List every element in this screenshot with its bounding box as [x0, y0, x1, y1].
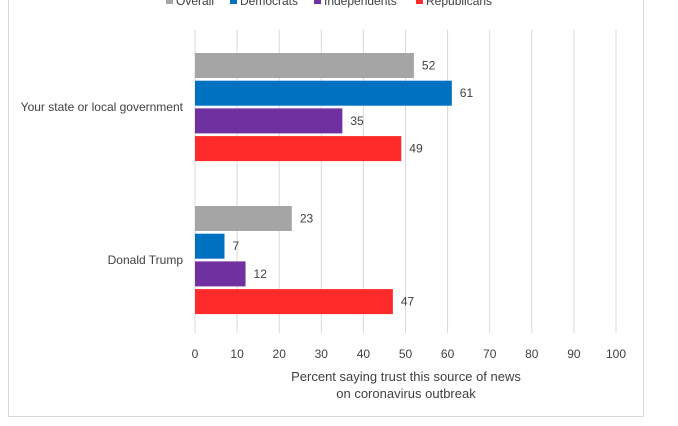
bar-democrats-0 — [195, 80, 452, 106]
bar-overall-1 — [195, 206, 292, 231]
x-tick-label: 0 — [192, 347, 199, 361]
x-axis-title-line2: on coronavirus outbreak — [336, 386, 476, 401]
legend-label: Independents — [324, 0, 397, 8]
data-label: 52 — [422, 59, 436, 73]
bar-democrats-1 — [195, 233, 225, 259]
bar-overall-0 — [195, 53, 414, 78]
category-labels: Your state or local government Donald Tru… — [21, 100, 184, 267]
bar-independents-1 — [195, 261, 246, 287]
bar-independents-0 — [195, 108, 343, 134]
x-tick-label: 20 — [273, 347, 287, 361]
category-label: Donald Trump — [108, 253, 184, 267]
data-label: 35 — [350, 114, 364, 128]
x-tick-label: 10 — [230, 347, 244, 361]
x-tick-labels: 0 10 20 30 40 50 60 70 80 90 100 — [192, 347, 627, 361]
legend-swatch-overall — [166, 0, 173, 4]
x-tick-label: 50 — [399, 347, 413, 361]
legend: Overall Democrats Independents Republicans — [166, 0, 492, 8]
bar-republicans-0 — [195, 136, 402, 162]
data-label: 23 — [300, 212, 314, 226]
data-label: 47 — [401, 295, 415, 309]
x-tick-label: 90 — [567, 347, 581, 361]
x-tick-label: 30 — [315, 347, 329, 361]
data-label: 7 — [232, 239, 239, 253]
category-label: Your state or local government — [21, 100, 184, 114]
legend-swatch-independents — [314, 0, 321, 4]
x-tick-label: 70 — [483, 347, 497, 361]
data-labels: 52 61 35 49 23 7 12 47 — [232, 59, 473, 309]
gridlines — [194, 30, 617, 333]
legend-swatch-democrats — [230, 0, 237, 4]
x-tick-label: 100 — [606, 347, 626, 361]
data-label: 49 — [409, 142, 423, 156]
x-tick-label: 60 — [441, 347, 455, 361]
bar-republicans-1 — [195, 289, 393, 315]
legend-swatch-republicans — [416, 0, 423, 4]
legend-label: Republicans — [426, 0, 492, 8]
x-axis-title-line1: Percent saying trust this source of news — [291, 369, 521, 384]
legend-label: Overall — [176, 0, 214, 8]
x-tick-label: 80 — [525, 347, 539, 361]
data-label: 12 — [254, 267, 268, 281]
bars — [195, 53, 452, 315]
legend-label: Democrats — [240, 0, 298, 8]
data-label: 61 — [460, 86, 474, 100]
x-tick-label: 40 — [357, 347, 371, 361]
